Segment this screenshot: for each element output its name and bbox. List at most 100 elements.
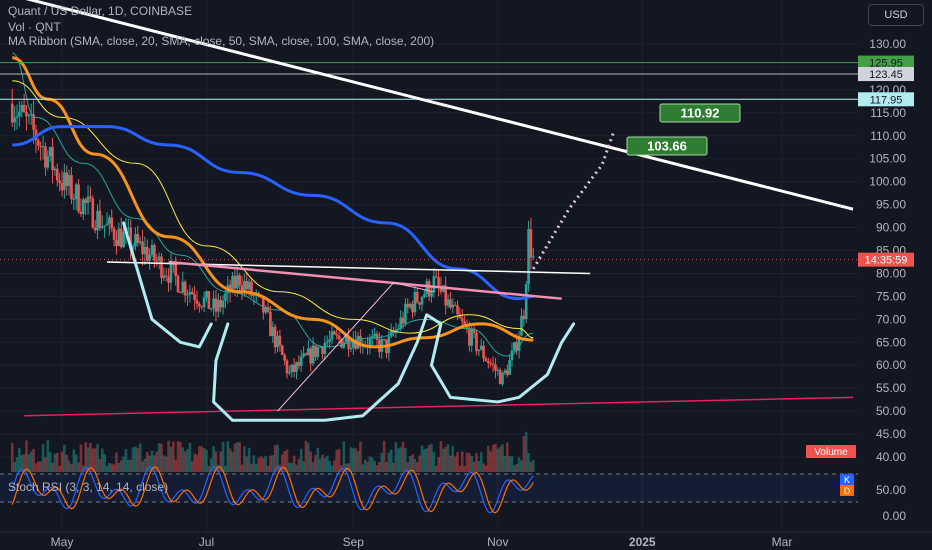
candle-body: [48, 147, 52, 157]
candle-body: [283, 354, 286, 361]
candle-body: [29, 114, 33, 116]
volume-bar: [127, 459, 130, 472]
level-tag-box: [858, 92, 914, 107]
volume-bar: [264, 455, 267, 472]
candle-body: [399, 317, 402, 329]
current-price-tag: 14:35:59: [858, 252, 914, 267]
candle-body: [532, 256, 535, 258]
drawings[interactable]: 110.92 103.66: [0, 0, 858, 422]
candle-body: [231, 275, 234, 293]
volume-bar: [131, 447, 135, 472]
candle-body: [58, 180, 61, 183]
candle-body: [524, 284, 528, 320]
candle-body: [160, 256, 163, 278]
candle-body: [127, 227, 130, 229]
candle-body: [352, 339, 355, 348]
candle-body: [290, 364, 294, 372]
volume-bar: [70, 464, 73, 472]
candle-body: [437, 277, 440, 287]
volume-bar: [453, 456, 457, 472]
volume-bar: [515, 463, 519, 472]
stoch-rsi-legend[interactable]: Stoch RSI (3, 3, 14, 14, close): [8, 480, 169, 494]
volume-bar: [290, 462, 294, 472]
candle-body: [475, 332, 478, 352]
volume-bar: [167, 440, 170, 472]
candle-body: [190, 291, 194, 295]
time-axis[interactable]: May Jul Sep Nov 2025 Mar: [0, 531, 932, 550]
candle-body: [520, 315, 523, 336]
candle-body: [484, 358, 488, 362]
candle-body: [411, 303, 414, 313]
candle-body: [328, 339, 331, 342]
candle-body: [32, 114, 35, 130]
candle-body: [382, 339, 386, 341]
candle-body: [41, 146, 45, 148]
candle-body: [188, 291, 192, 295]
volume-bar: [344, 463, 348, 472]
volume-bar: [46, 440, 50, 472]
candle-body: [468, 329, 471, 346]
volume-bar: [333, 460, 336, 472]
volume-bar: [510, 456, 514, 472]
volume-bar: [13, 461, 16, 472]
volume-legend[interactable]: Vol · QNT: [8, 20, 61, 34]
volume-bar: [79, 444, 83, 472]
volume-bar: [53, 453, 57, 472]
candle-body: [489, 363, 492, 365]
candle-body: [131, 246, 135, 249]
volume-bar: [321, 454, 324, 472]
price-axis[interactable]: 130.00125.00120.00115.00110.00105.00100.…: [858, 0, 932, 550]
candle-body: [252, 295, 256, 297]
price-tick-label: 75.00: [876, 289, 906, 303]
volume-bar: [323, 457, 327, 472]
price-tick-label: 65.00: [876, 335, 906, 349]
sma-line-sma-200: [12, 125, 534, 301]
volume-bar: [449, 455, 452, 472]
volume-bar: [337, 448, 341, 472]
volume-bar: [532, 459, 535, 472]
ma-ribbon-legend[interactable]: MA Ribbon (SMA, close, 20, SMA, close, 5…: [8, 34, 435, 48]
volume-bar: [226, 441, 230, 472]
volume-bar: [285, 449, 289, 472]
volume-bar: [503, 455, 507, 472]
volume-bar: [100, 448, 104, 472]
volume-bar: [456, 452, 459, 472]
volume-bar: [65, 454, 69, 472]
candle-body: [460, 318, 464, 322]
candle-body: [141, 241, 144, 255]
chart-title[interactable]: Quant / US Dollar, 1D, COINBASE: [8, 4, 193, 18]
volume-bar: [174, 459, 177, 472]
candle-body: [304, 353, 308, 356]
target-label-box: [659, 103, 741, 123]
volume-bar: [349, 447, 353, 472]
level-tag-text: 125.95: [869, 58, 903, 70]
volume-bar: [186, 449, 189, 472]
time-tick-label: Sep: [343, 535, 365, 549]
candle-body: [233, 275, 237, 289]
volume-bar: [25, 440, 28, 472]
volume-bar: [444, 446, 447, 472]
volume-bar: [198, 445, 201, 472]
projection-path: [532, 131, 616, 270]
volume-bar: [489, 451, 492, 472]
rsi-tag-text: K: [844, 475, 850, 485]
level-tag-box: [858, 55, 914, 70]
currency-button[interactable]: USD: [868, 4, 924, 26]
candle-body: [515, 342, 519, 351]
candle-body: [136, 234, 140, 243]
candle-body: [430, 292, 433, 297]
candle-body: [373, 333, 376, 337]
volume-bar: [254, 463, 258, 472]
candle-body: [150, 244, 154, 255]
volume-bar: [172, 441, 175, 472]
candle-body: [37, 140, 40, 146]
candle-body: [212, 298, 215, 309]
price-tick-label: 40.00: [876, 450, 906, 464]
candle-body: [451, 304, 455, 308]
volume-bar: [399, 447, 402, 472]
candle-body: [202, 297, 206, 308]
volume-bar: [20, 455, 24, 472]
time-tick-label: Jul: [199, 535, 214, 549]
level-tag-text: 123.45: [869, 69, 903, 81]
